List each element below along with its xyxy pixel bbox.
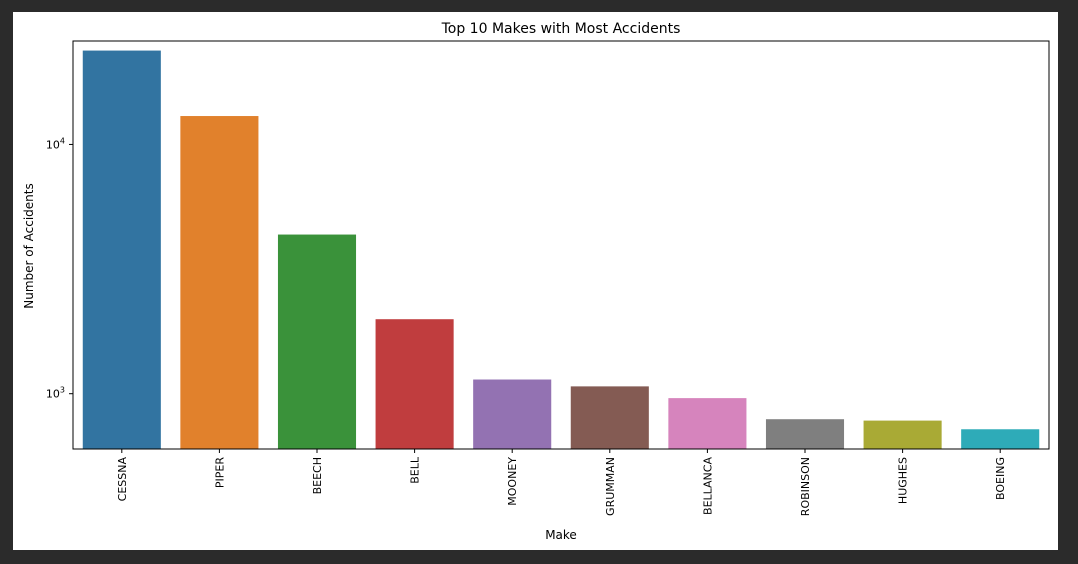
x-tick-label: MOONEY bbox=[506, 457, 519, 506]
bar-robinson bbox=[765, 419, 845, 449]
x-tick-label: PIPER bbox=[213, 457, 226, 488]
bar-mooney bbox=[473, 379, 552, 449]
chart-title: Top 10 Makes with Most Accidents bbox=[441, 21, 681, 37]
bar-boeing bbox=[961, 429, 1040, 449]
bar-bell bbox=[375, 319, 454, 449]
y-tick-label: 103 bbox=[46, 386, 65, 401]
bar-beech bbox=[277, 234, 357, 449]
plot-area-border bbox=[72, 40, 1050, 450]
x-tick-label: ROBINSON bbox=[799, 457, 812, 516]
bar-chart: Top 10 Makes with Most Accidents Number … bbox=[22, 21, 1050, 542]
x-axis-label: Make bbox=[545, 528, 577, 542]
bar-cessna bbox=[82, 50, 161, 449]
y-axis-label: Number of Accidents bbox=[22, 183, 36, 309]
bar-bellanca bbox=[668, 398, 747, 449]
x-tick-label: HUGHES bbox=[897, 457, 910, 504]
y-tick-label: 104 bbox=[46, 136, 65, 151]
x-tick-label: BELLANCA bbox=[701, 457, 714, 515]
bar-hughes bbox=[863, 420, 942, 449]
x-tick-label: GRUMMAN bbox=[604, 457, 617, 516]
chart-figure: Top 10 Makes with Most Accidents Number … bbox=[13, 12, 1058, 550]
x-tick-label: BOEING bbox=[994, 457, 1007, 500]
bar-piper bbox=[180, 116, 259, 449]
x-tick-label: BELL bbox=[409, 456, 422, 484]
x-tick-label: CESSNA bbox=[116, 457, 129, 502]
bar-grumman bbox=[570, 386, 649, 449]
x-tick-label: BEECH bbox=[311, 457, 324, 494]
